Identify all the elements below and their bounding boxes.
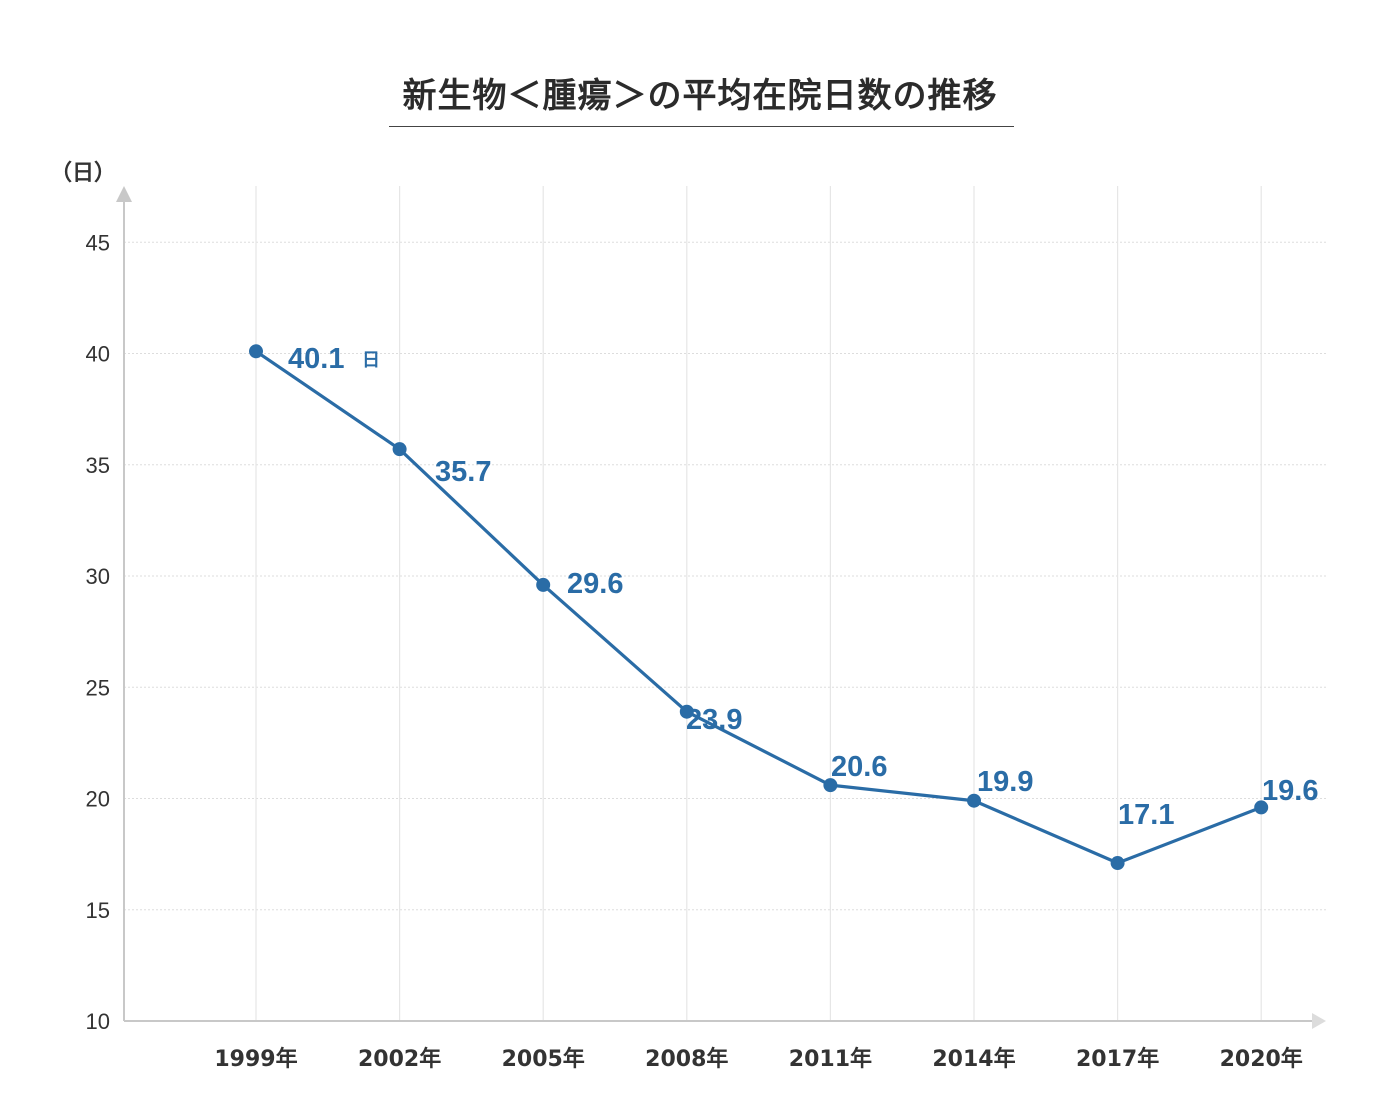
data-label-1: 35.7 [435, 456, 491, 488]
y-axis-unit-label: （日） [50, 161, 116, 186]
y-axis-arrow [116, 186, 132, 202]
data-label-6: 17.1 [1118, 799, 1174, 831]
label-layer: 10 15 20 25 30 35 40 45 1999年 2002年 2005年 2008年 2011… [50, 161, 1318, 1072]
data-label-5: 19.9 [977, 766, 1033, 798]
chart-title: 新生物＜腫瘍＞の平均在院日数の推移 [402, 76, 998, 116]
data-label-unit: 日 [362, 350, 380, 371]
y-tick-label-15: 15 [86, 898, 110, 923]
title-underline [389, 126, 1014, 127]
y-tick-label-25: 25 [86, 675, 110, 700]
x-tick-label-1: 2002年 [358, 1046, 441, 1072]
y-tick-label-35: 35 [86, 453, 110, 478]
data-point-7 [1254, 800, 1269, 815]
data-point-3 [679, 704, 694, 719]
data-point-4 [823, 778, 838, 793]
y-tick-label-45: 45 [86, 230, 110, 255]
data-point-5 [967, 793, 981, 808]
data-point-1 [392, 442, 407, 457]
grid-layer [124, 186, 1326, 1021]
series-line [255, 349, 1262, 865]
data-label-4: 20.6 [831, 751, 887, 783]
data-label-3: 23.9 [686, 704, 742, 736]
x-tick-label-4: 2011年 [789, 1046, 872, 1072]
y-tick-label-30: 30 [86, 564, 110, 589]
data-label-0: 40.1 [288, 343, 344, 375]
x-tick-label-0: 1999年 [214, 1046, 297, 1072]
data-point-0 [249, 344, 263, 359]
data-label-2: 29.6 [567, 568, 623, 600]
x-tick-label-6: 2017年 [1076, 1046, 1159, 1072]
x-tick-label-2: 2005年 [502, 1046, 585, 1072]
data-point-2 [536, 577, 551, 592]
series-layer [249, 344, 1269, 871]
y-tick-label-10: 10 [86, 1009, 110, 1034]
x-tick-label-7: 2020年 [1220, 1046, 1303, 1072]
x-axis-arrow [1312, 1013, 1326, 1029]
y-tick-label-40: 40 [86, 342, 110, 367]
x-tick-label-3: 2008年 [645, 1046, 728, 1072]
y-tick-label-20: 20 [86, 787, 110, 812]
axis-layer [116, 186, 1326, 1029]
data-label-7: 19.6 [1262, 775, 1318, 807]
x-tick-label-5: 2014年 [932, 1046, 1015, 1072]
data-point-6 [1110, 856, 1125, 871]
